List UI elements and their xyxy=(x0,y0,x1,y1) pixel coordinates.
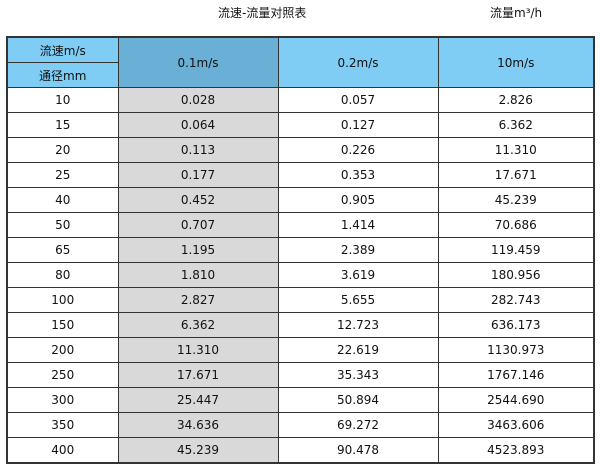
flow-cell: 1.810 xyxy=(117,262,279,288)
table-row: 80 1.810 3.619 180.956 xyxy=(6,262,595,288)
unit-label: 流量m³/h xyxy=(490,6,543,20)
velocity-header: 流速m/s xyxy=(6,36,119,63)
flow-cell: 2544.690 xyxy=(437,387,595,413)
diameter-cell: 400 xyxy=(6,437,119,464)
flow-cell: 6.362 xyxy=(117,312,279,338)
flow-cell: 3463.606 xyxy=(437,412,595,438)
flow-cell: 4523.893 xyxy=(437,437,595,464)
diameter-cell: 10 xyxy=(6,87,119,113)
table-row: 200 11.310 22.619 1130.973 xyxy=(6,337,595,363)
flow-cell: 2.826 xyxy=(437,87,595,113)
diameter-cell: 40 xyxy=(6,187,119,213)
table-row: 350 34.636 69.272 3463.606 xyxy=(6,412,595,438)
flow-cell: 90.478 xyxy=(277,437,439,464)
flow-cell: 2.389 xyxy=(277,237,439,263)
diameter-cell: 350 xyxy=(6,412,119,438)
flow-cell: 0.707 xyxy=(117,212,279,238)
flow-cell: 0.452 xyxy=(117,187,279,213)
flow-cell: 1.195 xyxy=(117,237,279,263)
flow-cell: 70.686 xyxy=(437,212,595,238)
flow-cell: 45.239 xyxy=(437,187,595,213)
flow-cell: 69.272 xyxy=(277,412,439,438)
flow-cell: 119.459 xyxy=(437,237,595,263)
flow-cell: 17.671 xyxy=(437,162,595,188)
flow-cell: 1.414 xyxy=(277,212,439,238)
flow-cell: 45.239 xyxy=(117,437,279,464)
flow-table: 流速m/s 0.1m/s 0.2m/s 10m/s 通径mm 10 0.028 0.… xyxy=(6,36,595,464)
diameter-cell: 250 xyxy=(6,362,119,388)
flow-cell: 35.343 xyxy=(277,362,439,388)
table-row: 50 0.707 1.414 70.686 xyxy=(6,212,595,238)
column-header: 0.1m/s xyxy=(117,36,279,88)
flow-cell: 0.226 xyxy=(277,137,439,163)
flow-cell: 0.127 xyxy=(277,112,439,138)
column-header: 0.2m/s xyxy=(277,36,439,88)
header-row: 通径mm xyxy=(6,62,594,88)
flow-cell: 0.113 xyxy=(117,137,279,163)
flow-cell: 0.905 xyxy=(277,187,439,213)
table-row: 300 25.447 50.894 2544.690 xyxy=(6,387,595,413)
flow-cell: 0.177 xyxy=(117,162,279,188)
flow-cell: 0.028 xyxy=(117,87,279,113)
flow-cell: 25.447 xyxy=(117,387,279,413)
table-row: 40 0.452 0.905 45.239 xyxy=(6,187,595,213)
diameter-cell: 100 xyxy=(6,287,119,313)
table-row: 20 0.113 0.226 11.310 xyxy=(6,137,595,163)
diameter-cell: 25 xyxy=(6,162,119,188)
flow-cell: 11.310 xyxy=(117,337,279,363)
flow-cell: 11.310 xyxy=(437,137,595,163)
diameter-cell: 80 xyxy=(6,262,119,288)
table-title: 流速-流量对照表 xyxy=(218,6,307,20)
flow-cell: 5.655 xyxy=(277,287,439,313)
diameter-cell: 65 xyxy=(6,237,119,263)
flow-cell: 180.956 xyxy=(437,262,595,288)
diameter-cell: 50 xyxy=(6,212,119,238)
flow-cell: 0.064 xyxy=(117,112,279,138)
table-row: 25 0.177 0.353 17.671 xyxy=(6,162,595,188)
table-row: 10 0.028 0.057 2.826 xyxy=(6,87,595,113)
flow-cell: 3.619 xyxy=(277,262,439,288)
flow-cell: 6.362 xyxy=(437,112,595,138)
table-row: 400 45.239 90.478 4523.893 xyxy=(6,437,595,464)
flow-cell: 12.723 xyxy=(277,312,439,338)
flow-cell: 0.057 xyxy=(277,87,439,113)
flow-cell: 34.636 xyxy=(117,412,279,438)
flow-cell: 282.743 xyxy=(437,287,595,313)
table-row: 100 2.827 5.655 282.743 xyxy=(6,287,595,313)
header-row: 流速m/s 0.1m/s 0.2m/s 10m/s xyxy=(6,36,595,88)
column-header: 10m/s xyxy=(437,36,595,88)
table-row: 150 6.362 12.723 636.173 xyxy=(6,312,595,338)
flow-cell: 1130.973 xyxy=(437,337,595,363)
flow-cell: 50.894 xyxy=(277,387,439,413)
table-row: 250 17.671 35.343 1767.146 xyxy=(6,362,595,388)
diameter-cell: 15 xyxy=(6,112,119,138)
flow-cell: 0.353 xyxy=(277,162,439,188)
flow-cell: 22.619 xyxy=(277,337,439,363)
diameter-cell: 200 xyxy=(6,337,119,363)
diameter-cell: 150 xyxy=(6,312,119,338)
flow-cell: 1767.146 xyxy=(437,362,595,388)
diameter-cell: 20 xyxy=(6,137,119,163)
table-row: 65 1.195 2.389 119.459 xyxy=(6,237,595,263)
flow-cell: 2.827 xyxy=(117,287,279,313)
table-row: 15 0.064 0.127 6.362 xyxy=(6,112,595,138)
flow-cell: 17.671 xyxy=(117,362,279,388)
flow-cell: 636.173 xyxy=(437,312,595,338)
diameter-header: 通径mm xyxy=(6,62,119,88)
diameter-cell: 300 xyxy=(6,387,119,413)
